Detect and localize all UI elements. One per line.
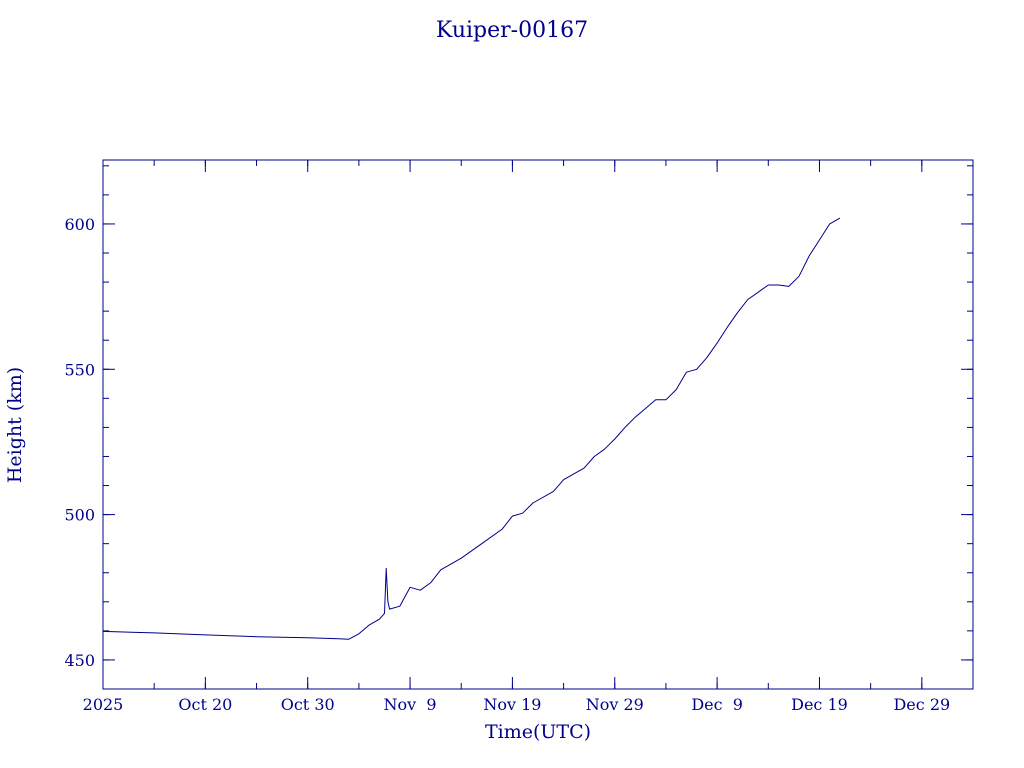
x-tick-label: Dec 9 (691, 695, 743, 714)
x-tick-label: Dec 29 (893, 695, 950, 714)
chart-title: Kuiper-00167 (436, 18, 588, 43)
y-tick-label: 500 (64, 506, 95, 525)
y-axis-ticks (103, 165, 973, 690)
x-axis-ticks (102, 160, 974, 689)
x-tick-label: Nov 9 (384, 695, 437, 714)
height-series-line (102, 217, 841, 640)
x-tick-label: 2025 (83, 695, 124, 714)
x-tick-label: Nov 19 (483, 695, 541, 714)
plot-frame (102, 159, 974, 690)
x-axis-label: Time(UTC) (485, 721, 591, 743)
y-axis-label: Height (km) (4, 367, 26, 483)
x-tick-label: Oct 20 (178, 695, 232, 714)
y-tick-label: 550 (64, 360, 95, 379)
x-axis-tick-labels: 2025 Oct 20 Oct 30 Nov 9 Nov 19 Nov 29 Dec 9 De… (83, 695, 951, 714)
y-axis-tick-labels: 450 500 550 600 (64, 215, 95, 670)
x-tick-label: Oct 30 (281, 695, 335, 714)
x-tick-label: Dec 19 (791, 695, 848, 714)
y-tick-label: 450 (64, 651, 95, 670)
x-tick-label: Nov 29 (586, 695, 644, 714)
y-tick-label: 600 (64, 215, 95, 234)
